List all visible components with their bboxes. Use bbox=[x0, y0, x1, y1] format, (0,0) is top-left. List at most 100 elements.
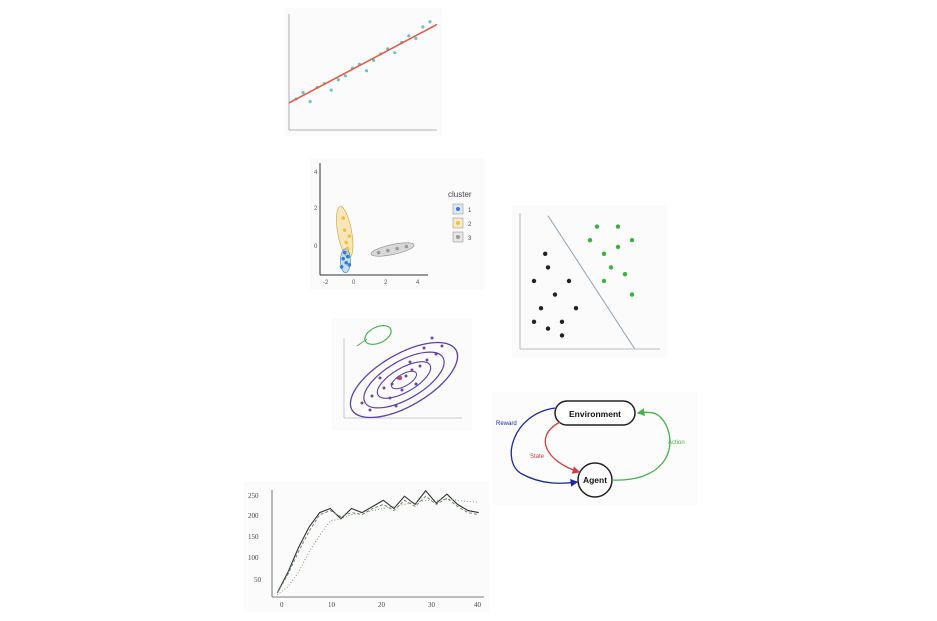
cluster-point bbox=[345, 246, 350, 251]
legend-label: 1 bbox=[468, 208, 472, 214]
data-point bbox=[421, 25, 425, 29]
curve-series-1 bbox=[276, 489, 479, 594]
center-point bbox=[397, 375, 403, 381]
contour-point bbox=[370, 394, 374, 398]
contour-point bbox=[360, 401, 364, 405]
cluster-point bbox=[342, 228, 347, 232]
class-a-point bbox=[559, 333, 565, 338]
x-tick-label: 40 bbox=[474, 601, 482, 609]
learning-curve-svg: 250 200 150 100 50 0 10 20 30 40 bbox=[248, 489, 484, 609]
legend-label: 3 bbox=[468, 236, 472, 242]
class-a-point bbox=[543, 251, 548, 256]
class-b-point bbox=[629, 238, 635, 243]
data-point bbox=[364, 69, 369, 73]
contour-point bbox=[430, 336, 434, 340]
class-a-point bbox=[566, 278, 572, 284]
contour-point bbox=[418, 364, 422, 368]
x-tick-label: 0 bbox=[352, 280, 356, 286]
contour-outer bbox=[349, 341, 459, 419]
contour-point bbox=[368, 408, 372, 412]
legend-title: cluster bbox=[448, 190, 472, 199]
cluster-point bbox=[341, 216, 345, 220]
cluster-point bbox=[342, 250, 347, 255]
ellipse-contour-svg bbox=[343, 325, 462, 419]
svm-plot-svg bbox=[519, 213, 660, 350]
class-b-point bbox=[608, 265, 614, 270]
class-a-point bbox=[545, 326, 551, 331]
svm-plot bbox=[512, 205, 667, 357]
rl-diagram: Environment Agent Reward State Action bbox=[492, 392, 697, 505]
cluster-point bbox=[404, 244, 409, 249]
legend-dot-2 bbox=[456, 221, 460, 225]
contour-point bbox=[410, 368, 414, 372]
environment-label: Environment bbox=[569, 409, 621, 419]
x-tick-label: -2 bbox=[323, 280, 329, 286]
contour-point bbox=[434, 352, 438, 356]
cluster-point bbox=[345, 254, 350, 259]
contour-point bbox=[378, 376, 382, 380]
class-b-point bbox=[601, 278, 607, 284]
contour-point bbox=[414, 382, 418, 386]
green-pointer-line bbox=[356, 338, 368, 347]
y-tick-label: 0 bbox=[314, 244, 318, 250]
cluster-point bbox=[347, 263, 352, 267]
class-a-point bbox=[573, 306, 579, 311]
learning-curve-plot: 250 200 150 100 50 0 10 20 30 40 bbox=[244, 482, 489, 612]
x-tick-label: 0 bbox=[280, 601, 284, 609]
x-tick-label: 20 bbox=[378, 601, 386, 609]
regression-plot-svg bbox=[288, 14, 438, 131]
x-tick-label: 4 bbox=[416, 280, 420, 286]
data-point bbox=[428, 20, 432, 24]
x-tick-label: 2 bbox=[384, 280, 388, 286]
data-point bbox=[371, 58, 376, 63]
reward-label: Reward bbox=[496, 421, 517, 427]
class-b-point bbox=[615, 224, 621, 229]
class-a-point bbox=[552, 292, 558, 297]
contour-point bbox=[388, 396, 392, 400]
data-point bbox=[407, 34, 411, 38]
decision-boundary bbox=[547, 215, 636, 350]
rl-diagram-svg: Environment Agent Reward State Action bbox=[496, 400, 685, 498]
curve-series-3 bbox=[277, 498, 479, 596]
class-a-point bbox=[545, 265, 551, 270]
class-a-point bbox=[531, 319, 537, 324]
contour-points bbox=[360, 336, 444, 412]
cluster-marks bbox=[336, 206, 415, 274]
y-tick-label: 100 bbox=[248, 554, 259, 562]
cluster-point bbox=[344, 260, 349, 265]
green-ellipse bbox=[364, 325, 392, 345]
data-point bbox=[393, 51, 397, 55]
data-point bbox=[329, 88, 333, 92]
contour-middle bbox=[363, 351, 445, 409]
legend-dot-1 bbox=[456, 207, 460, 211]
class-a-point bbox=[559, 319, 565, 324]
cluster-point bbox=[395, 246, 399, 251]
cluster-point bbox=[341, 256, 345, 261]
curve-series-2 bbox=[276, 495, 479, 594]
ellipse-contour-plot bbox=[332, 318, 472, 430]
contour-point bbox=[440, 344, 444, 348]
cluster-point bbox=[386, 248, 390, 253]
contour-inner bbox=[376, 361, 432, 399]
legend-label: 2 bbox=[468, 222, 472, 228]
y-tick-label: 50 bbox=[254, 576, 262, 584]
legend-dot-3 bbox=[456, 235, 460, 239]
contour-point bbox=[422, 346, 426, 350]
y-tick-label: 250 bbox=[248, 492, 259, 500]
cluster-point bbox=[344, 240, 349, 245]
x-tick-label: 10 bbox=[328, 601, 336, 609]
action-arrow bbox=[611, 408, 671, 481]
reward-arrow bbox=[510, 407, 579, 487]
regression-line bbox=[288, 23, 438, 104]
y-tick-label: 2 bbox=[314, 206, 318, 212]
contour-point bbox=[425, 358, 429, 362]
data-point bbox=[343, 74, 347, 78]
cluster-point bbox=[347, 234, 352, 239]
contour-point bbox=[400, 388, 404, 392]
cluster-point bbox=[339, 265, 344, 269]
y-tick-label: 150 bbox=[248, 533, 259, 541]
contour-point bbox=[390, 382, 394, 386]
cluster-plot: 4 2 0 -2 0 2 4 cluster 1 2 3 bbox=[310, 158, 485, 290]
class-b-point bbox=[601, 251, 607, 256]
environment-node bbox=[554, 400, 636, 426]
